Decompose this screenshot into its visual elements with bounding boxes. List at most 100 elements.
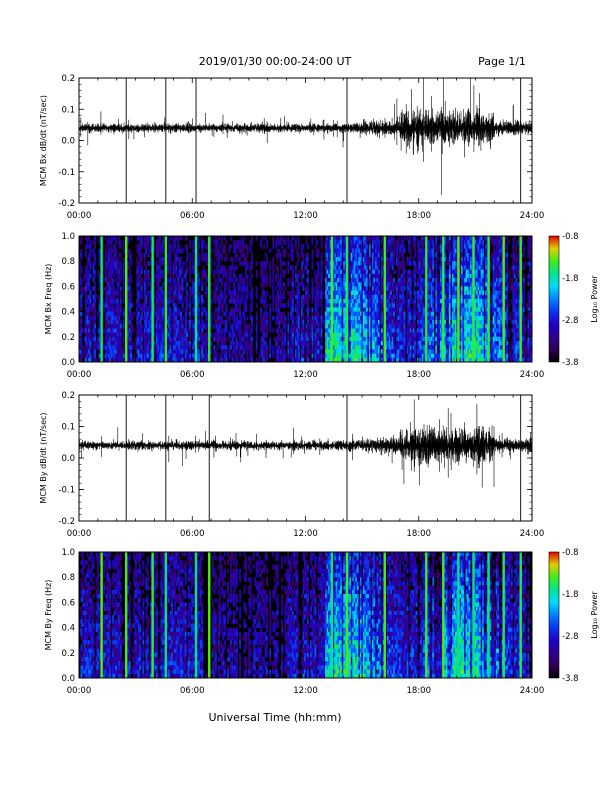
heatmap-cell (276, 315, 279, 321)
heatmap-cell (319, 294, 321, 300)
heatmap-cell (168, 303, 170, 308)
heatmap-cell (296, 286, 299, 291)
heatmap-cell (240, 236, 243, 241)
heatmap-cell (365, 294, 368, 300)
heatmap-cell (368, 269, 371, 275)
heatmap-cell (234, 315, 237, 321)
heatmap-cell (106, 311, 109, 317)
heatmap-cell (403, 357, 406, 363)
heatmap-cell (361, 307, 364, 312)
heatmap-cell (137, 248, 140, 254)
heatmap-cell (180, 294, 183, 300)
heatmap-cell (180, 328, 183, 333)
heatmap-cell (172, 315, 175, 321)
heatmap-cell (86, 273, 89, 279)
heatmap-cell (307, 269, 309, 275)
heatmap-cell (92, 341, 95, 346)
heatmap-cell (198, 345, 201, 350)
heatmap-cell (175, 269, 178, 275)
heatmap-cell (356, 303, 359, 308)
heatmap-cell (340, 311, 343, 317)
heatmap-cell (358, 315, 361, 321)
heatmap-cell (353, 328, 356, 333)
heatmap-cell (246, 265, 249, 270)
heatmap-cell (334, 349, 337, 354)
heatmap-cell (160, 311, 163, 317)
heatmap-cell (379, 294, 382, 300)
heatmap-cell (355, 257, 358, 262)
heatmap-cell (168, 286, 170, 291)
heatmap-cell (396, 244, 398, 249)
heatmap-cell (427, 278, 430, 283)
heatmap-cell (305, 299, 308, 304)
heatmap-cell (248, 324, 250, 329)
heatmap-cell (220, 345, 223, 350)
heatmap-cell (290, 282, 293, 287)
heatmap-cell (399, 341, 401, 346)
heatmap-cell (118, 336, 121, 342)
heatmap-cell (236, 345, 238, 350)
heatmap-cell (263, 324, 266, 329)
heatmap-cell (143, 336, 146, 342)
heatmap-cell (213, 273, 216, 279)
heatmap-cell (79, 311, 81, 317)
heatmap-cell (402, 244, 404, 249)
heatmap-cell (379, 286, 382, 291)
heatmap-cell (385, 353, 388, 359)
heatmap-cell (405, 336, 408, 342)
heatmap-cell (139, 265, 142, 270)
heatmap-cell (186, 320, 189, 325)
heatmap-cell (104, 349, 107, 354)
heatmap-cell (172, 311, 175, 317)
heatmap-cell (356, 332, 359, 338)
heatmap-cell (163, 294, 166, 300)
heatmap-cell (255, 269, 258, 275)
heatmap-cell (335, 357, 338, 363)
heatmap-cell (337, 265, 340, 270)
heatmap-cell (136, 269, 139, 275)
heatmap-cell (224, 299, 226, 304)
heatmap-cell (414, 311, 417, 317)
heatmap-cell (112, 236, 115, 241)
heatmap-cell (317, 315, 320, 321)
heatmap-cell (148, 324, 151, 329)
heatmap-cell (378, 294, 380, 300)
heatmap-cell (261, 261, 264, 266)
heatmap-cell (290, 357, 293, 363)
heatmap-cell (393, 261, 395, 266)
heatmap-cell (109, 294, 112, 300)
heatmap-cell (112, 265, 115, 270)
heatmap-cell (97, 269, 99, 275)
heatmap-cell (376, 332, 379, 338)
heatmap-cell (414, 315, 417, 321)
heatmap-cell (263, 315, 266, 321)
heatmap-cell (359, 328, 362, 333)
heatmap-cell (186, 353, 189, 359)
heatmap-cell (159, 349, 161, 354)
heatmap-cell (216, 282, 219, 287)
heatmap-cell (347, 236, 350, 241)
heatmap-cell (193, 240, 196, 245)
heatmap-cell (390, 273, 392, 279)
heatmap-cell (338, 244, 341, 249)
heatmap-cell (243, 328, 246, 333)
heatmap-cell (382, 278, 385, 283)
heatmap-cell (311, 294, 314, 300)
heatmap-cell (266, 353, 269, 359)
heatmap-cell (113, 311, 116, 317)
heatmap-cell (311, 353, 314, 359)
heatmap-cell (400, 336, 403, 342)
heatmap-cell (189, 252, 192, 258)
heatmap-cell (237, 286, 240, 291)
heatmap-cell (186, 252, 189, 258)
heatmap-cell (236, 294, 238, 300)
heatmap-cell (189, 357, 192, 363)
heatmap-cell (385, 261, 388, 266)
heatmap-cell (220, 252, 223, 258)
heatmap-cell (388, 269, 391, 275)
heatmap-cell (320, 261, 323, 266)
heatmap-cell (429, 265, 432, 270)
heatmap-cell (308, 341, 311, 346)
heatmap-cell (381, 341, 383, 346)
heatmap-cell (225, 353, 228, 359)
